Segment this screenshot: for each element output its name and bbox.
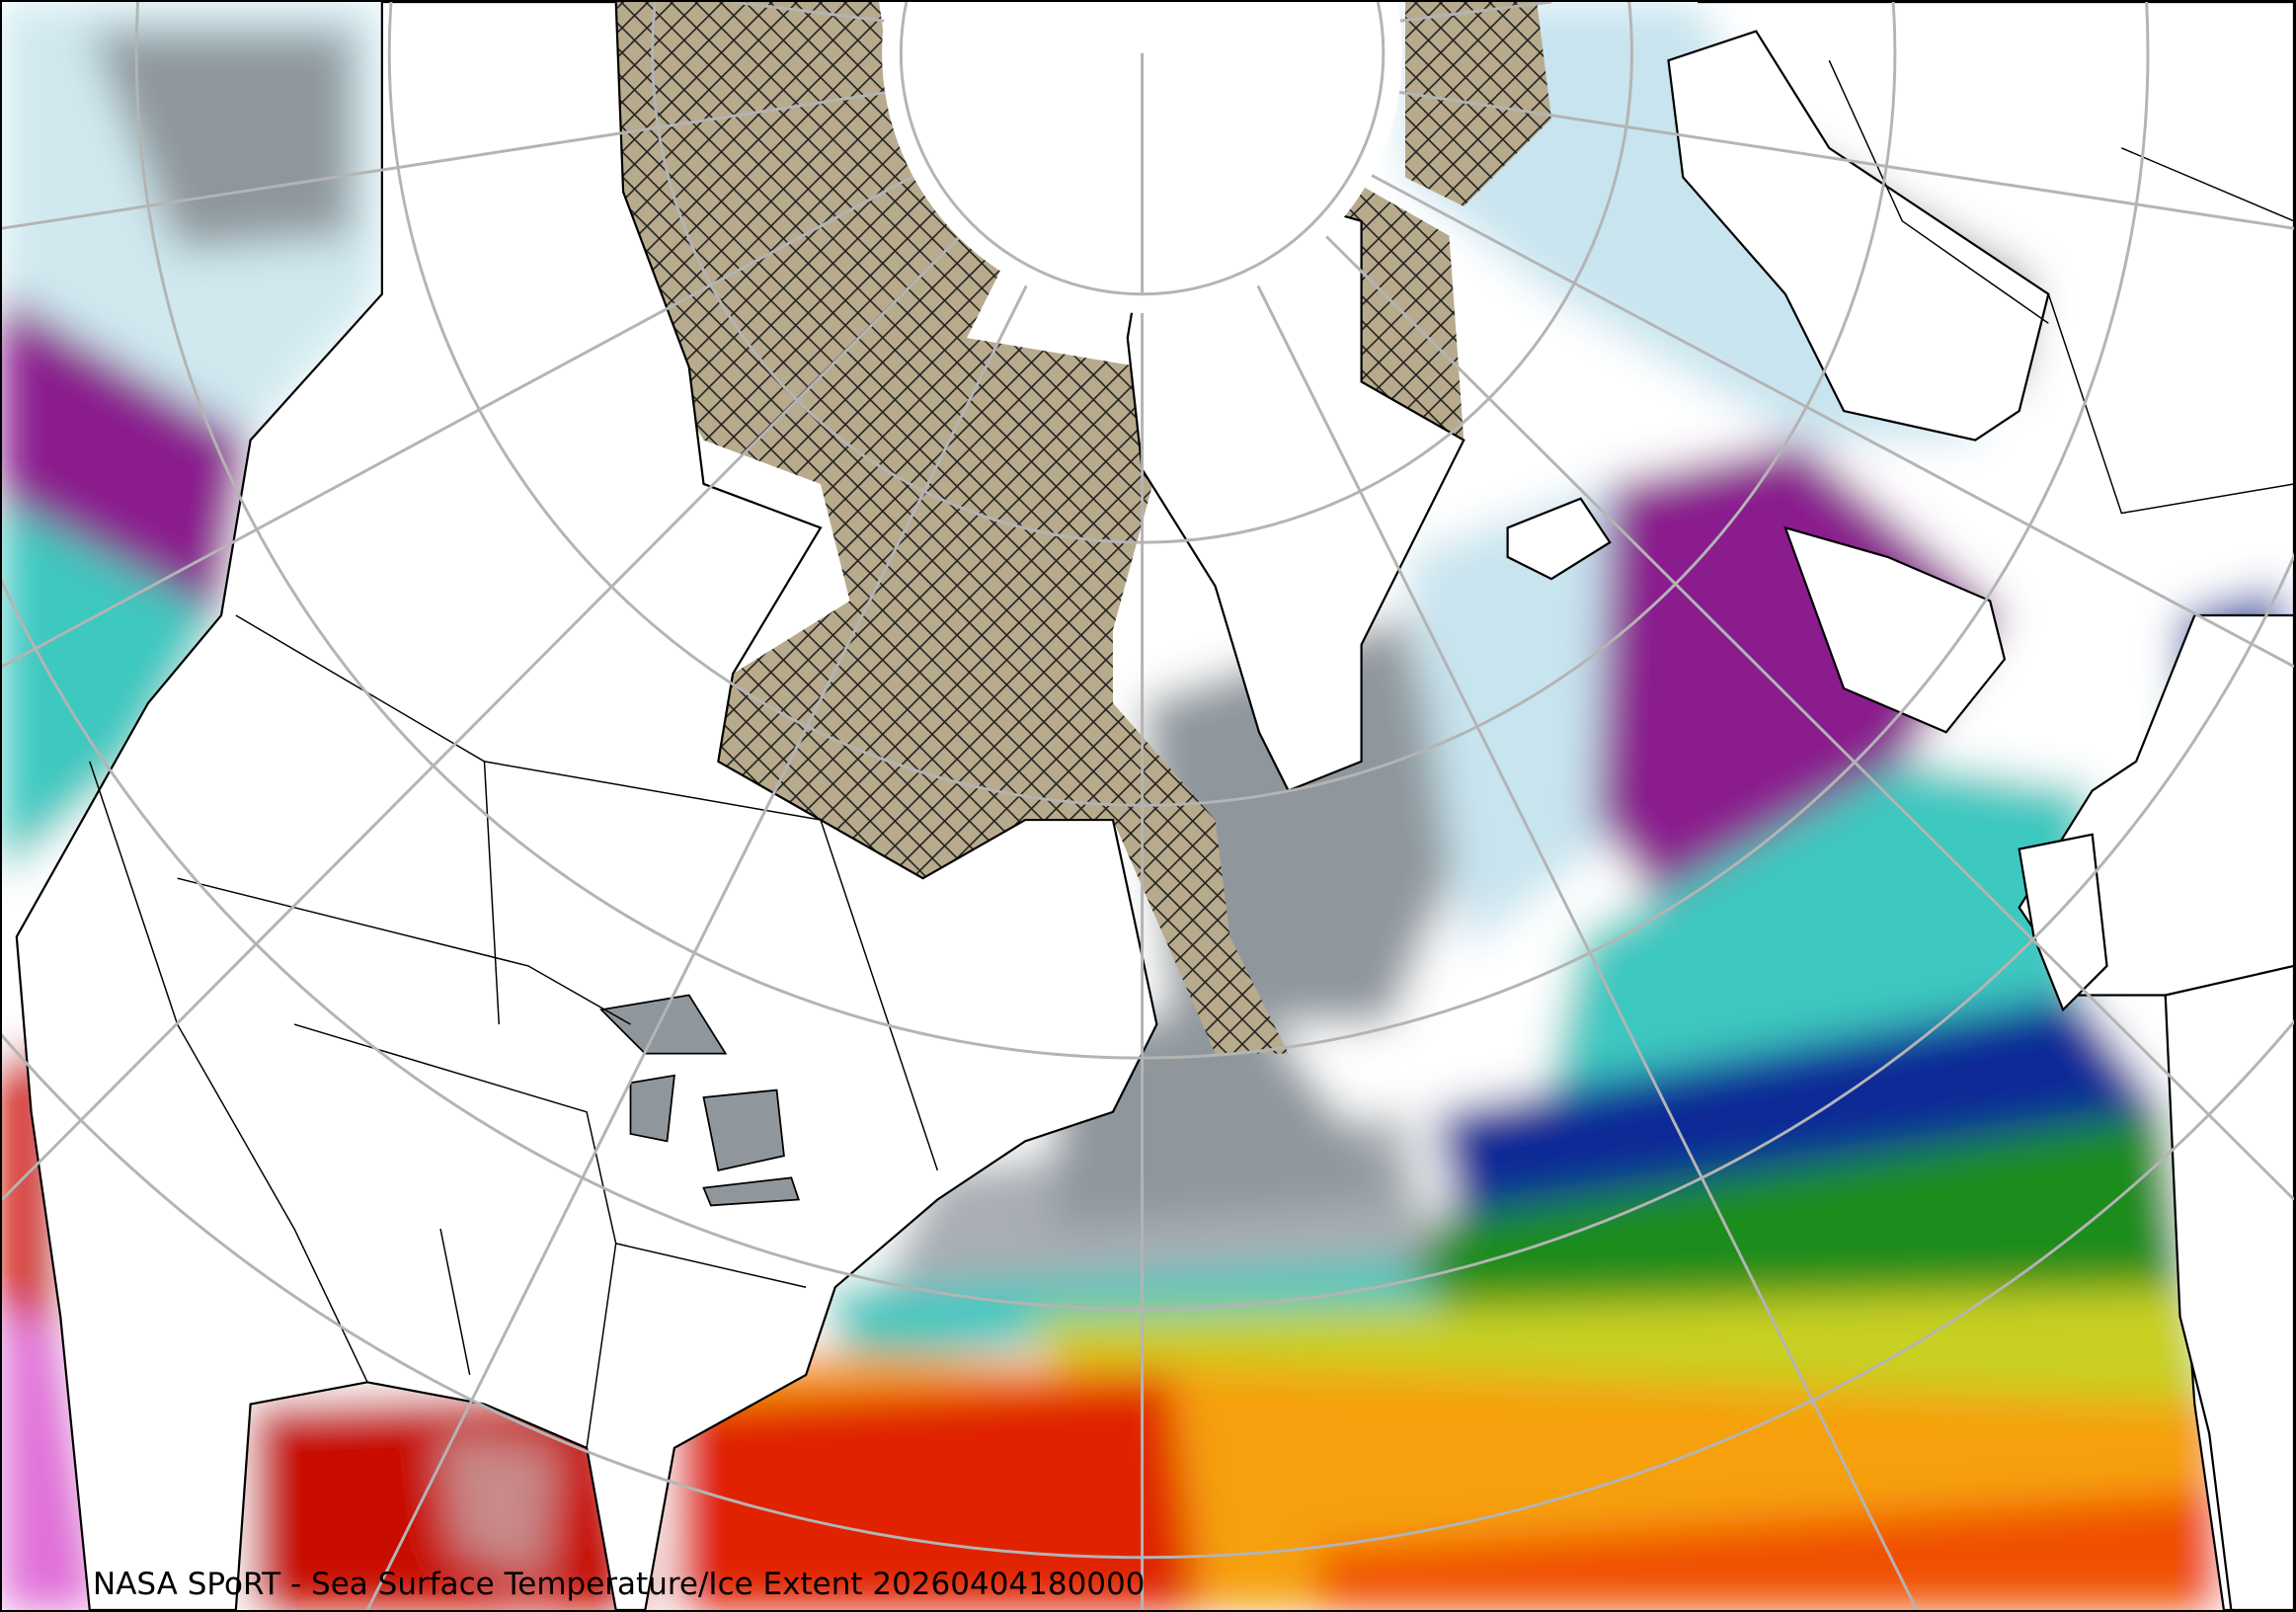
land (15, 2, 2294, 1610)
british-isles (2018, 833, 2108, 1012)
map-caption: NASA SPoRT - Sea Surface Temperature/Ice… (93, 1567, 1146, 1602)
great-lakes (599, 994, 800, 1207)
iceland (1506, 497, 1612, 581)
greenland (1126, 191, 1465, 792)
graticule-pole (899, 2, 1386, 296)
scandinavia (1783, 525, 2007, 734)
north-america (15, 2, 1158, 1610)
